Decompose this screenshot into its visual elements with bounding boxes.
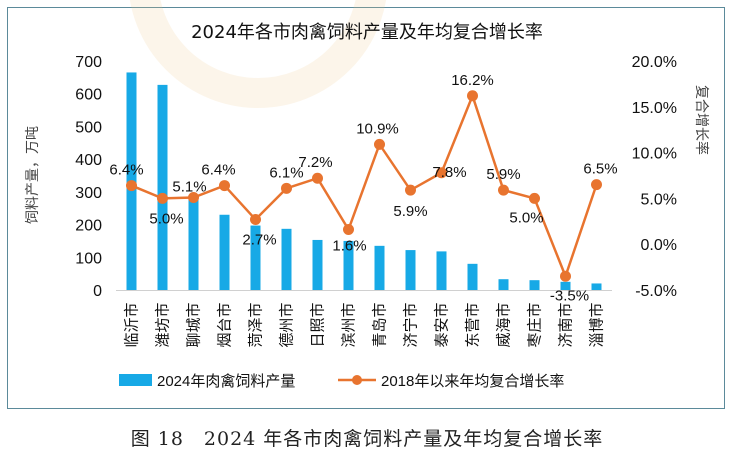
growth-marker — [467, 90, 478, 102]
y-axis-right-label: 复合增长率 — [693, 85, 710, 155]
growth-marker — [498, 184, 509, 196]
growth-marker — [374, 138, 385, 150]
y-left-tick-label: 0 — [93, 283, 102, 300]
x-tick-label: 枣庄市 — [526, 302, 544, 347]
legend-line-label: 2018年以来年均复合增长率 — [381, 372, 564, 390]
x-tick-label: 临沂市 — [123, 302, 141, 347]
growth-data-label: 6.4% — [201, 162, 235, 179]
x-tick-label: 青岛市 — [371, 302, 389, 347]
growth-marker — [591, 179, 602, 191]
y-axis-left: 700 600 500 400 300 200 100 0 — [75, 54, 102, 300]
growth-data-label: 7.8% — [432, 164, 466, 181]
growth-marker — [436, 167, 447, 179]
bar — [405, 250, 416, 290]
growth-marker — [157, 192, 168, 204]
y-right-tick-label: 5.0% — [641, 191, 677, 208]
bar — [591, 283, 602, 290]
growth-data-label: 5.9% — [486, 166, 520, 183]
y-left-tick-label: 300 — [75, 185, 102, 202]
bar — [250, 225, 261, 290]
growth-data-label: 6.1% — [269, 164, 303, 181]
legend-line-marker — [352, 375, 362, 385]
legend-bar-swatch — [119, 374, 152, 386]
growth-marker — [250, 213, 261, 225]
bar — [560, 281, 571, 290]
growth-data-label: 1.6% — [332, 238, 366, 255]
growth-data-label: 5.0% — [509, 209, 543, 226]
y-left-tick-label: 400 — [75, 152, 102, 169]
bar — [498, 279, 509, 290]
y-right-tick-label: 0.0% — [641, 237, 677, 254]
growth-data-label: 5.1% — [172, 178, 206, 195]
x-tick-label: 烟台市 — [216, 302, 234, 347]
bar — [343, 240, 354, 290]
x-tick-label: 济宁市 — [402, 302, 420, 347]
x-tick-label: 泰安市 — [433, 302, 451, 347]
x-tick-label: 潍坊市 — [154, 302, 172, 347]
y-axis-left-label: 饲料产量，万吨 — [25, 126, 41, 224]
x-tick-label: 聊城市 — [185, 302, 203, 347]
growth-data-label: 16.2% — [451, 72, 494, 89]
y-left-tick-label: 100 — [75, 250, 102, 267]
growth-marker — [560, 270, 571, 282]
x-tick-label: 淄博市 — [588, 302, 606, 347]
growth-data-label: 7.2% — [298, 154, 332, 171]
figure-caption: 图 18 2024 年各市肉禽饲料产量及年均复合增长率 — [130, 428, 604, 450]
y-left-tick-label: 700 — [75, 54, 102, 71]
growth-data-label: 6.4% — [109, 162, 143, 179]
y-right-tick-label: 10.0% — [632, 146, 677, 163]
y-left-tick-label: 200 — [75, 218, 102, 235]
bar — [188, 196, 199, 290]
y-right-tick-label: 15.0% — [632, 100, 677, 117]
y-axis-right: 20.0% 15.0% 10.0% 5.0% 0.0% -5.0% — [632, 54, 677, 300]
x-tick-label: 日照市 — [309, 302, 327, 347]
growth-marker — [343, 224, 354, 236]
growth-data-label: 10.9% — [356, 120, 399, 137]
x-tick-label: 济南市 — [557, 302, 575, 347]
x-axis-labels: 临沂市 潍坊市 聊城市 烟台市 菏泽市 德州市 日照市 滨州市 青岛市 济宁市 泰安市 东营市 威海市枣… — [123, 302, 606, 347]
bar — [529, 280, 540, 290]
line-series: 6.4%5.0%5.1%6.4%2.7%6.1%7.2%1.6%10.9%5.9… — [109, 72, 617, 304]
x-tick-label: 威海市 — [495, 302, 513, 347]
bar — [436, 251, 447, 290]
bar — [219, 214, 230, 290]
growth-marker — [312, 172, 323, 184]
growth-marker — [188, 191, 199, 203]
y-right-tick-label: 20.0% — [632, 54, 677, 71]
growth-marker — [529, 192, 540, 204]
x-tick-label: 滨州市 — [340, 302, 358, 347]
growth-marker — [219, 180, 230, 192]
y-left-tick-label: 500 — [75, 119, 102, 136]
x-tick-label: 德州市 — [278, 302, 296, 347]
growth-data-label: 2.7% — [242, 231, 276, 248]
y-left-tick-label: 600 — [75, 87, 102, 104]
x-tick-label: 菏泽市 — [247, 302, 265, 347]
bar — [312, 239, 323, 290]
growth-marker — [405, 184, 416, 196]
growth-marker — [281, 182, 292, 194]
growth-marker — [126, 180, 137, 192]
y-right-tick-label: -5.0% — [635, 283, 677, 300]
growth-data-label: -3.5% — [550, 287, 589, 304]
growth-data-label: 5.0% — [149, 210, 183, 227]
growth-data-label: 5.9% — [393, 203, 427, 220]
bar — [374, 245, 385, 290]
bar — [281, 228, 292, 290]
legend: 2024年肉禽饲料产量 2018年以来年均复合增长率 — [119, 372, 564, 390]
bar — [157, 84, 168, 290]
growth-data-label: 6.5% — [583, 161, 617, 178]
chart-title: 2024年各市肉禽饲料产量及年均复合增长率 — [191, 22, 543, 43]
bar — [467, 263, 478, 290]
growth-line — [131, 92, 598, 280]
legend-bar-label: 2024年肉禽饲料产量 — [157, 373, 295, 390]
x-tick-label: 东营市 — [464, 302, 482, 347]
